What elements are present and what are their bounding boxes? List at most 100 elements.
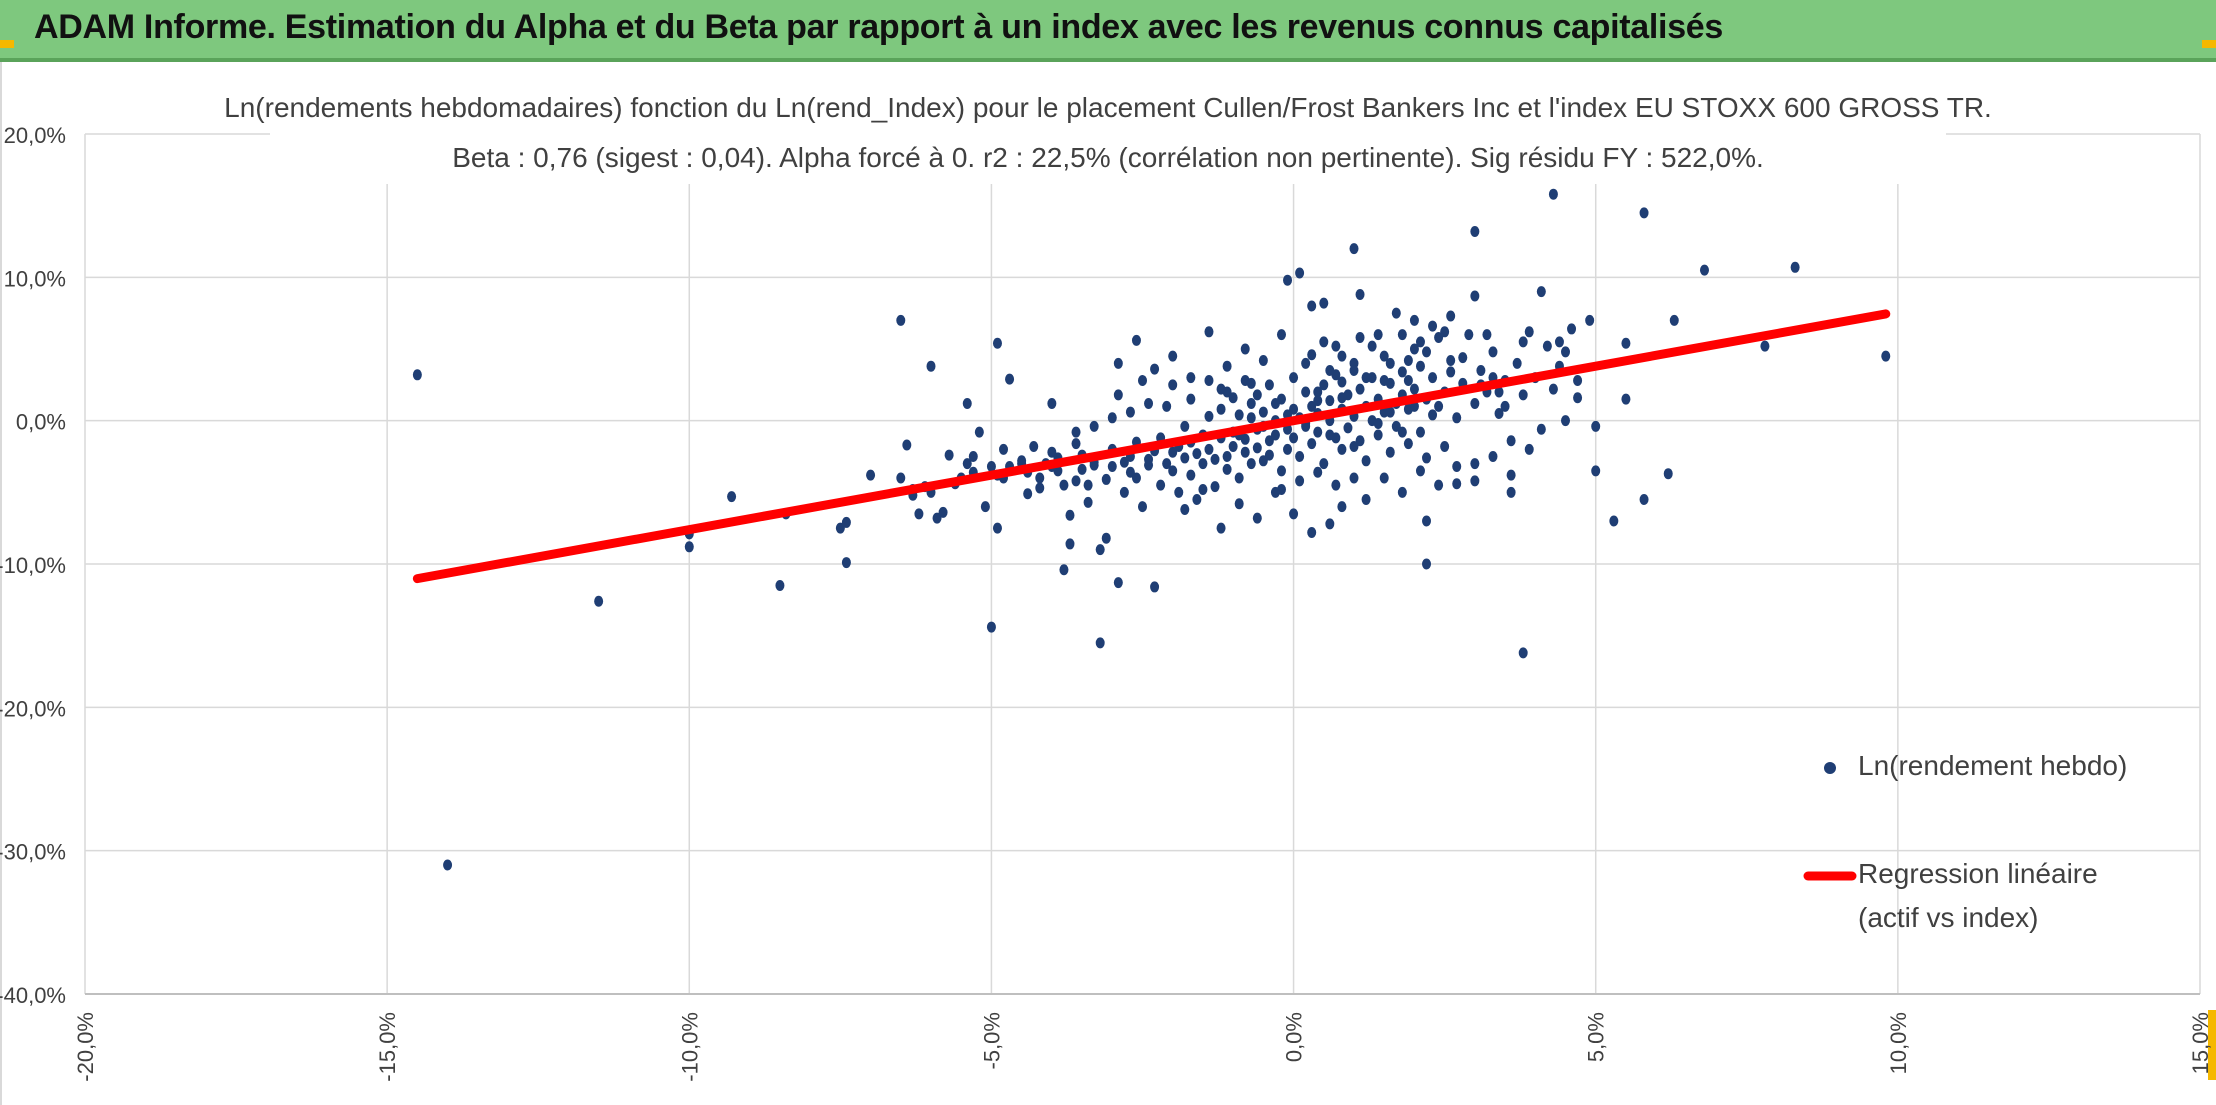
data-point — [1561, 415, 1570, 427]
data-point — [1482, 329, 1492, 341]
page-title: ADAM Informe. Estimation du Alpha et du … — [34, 8, 1724, 46]
data-point — [1289, 432, 1299, 444]
data-point — [1470, 290, 1480, 302]
data-point — [992, 522, 1002, 534]
data-point — [1428, 409, 1438, 421]
data-point — [1440, 440, 1450, 452]
data-point — [1307, 526, 1317, 538]
data-point — [1409, 383, 1419, 395]
data-point — [1186, 393, 1196, 405]
data-point — [1319, 379, 1329, 391]
data-point — [1337, 392, 1347, 404]
data-point — [1264, 379, 1274, 391]
data-point — [1609, 515, 1619, 527]
data-point — [1500, 400, 1510, 412]
data-point — [1446, 354, 1456, 366]
data-point — [1295, 267, 1305, 279]
data-point — [1391, 307, 1401, 319]
data-point — [1518, 647, 1528, 659]
data-point — [1192, 448, 1202, 460]
data-point — [1222, 360, 1232, 372]
x-tick-label: 10,0% — [1886, 1012, 1911, 1074]
data-point — [1434, 400, 1444, 412]
data-point — [1536, 423, 1546, 435]
data-point — [841, 557, 851, 569]
data-point — [1252, 512, 1262, 524]
data-point — [1446, 366, 1456, 378]
data-point — [1422, 515, 1432, 527]
data-point — [1403, 354, 1413, 366]
data-point — [1131, 334, 1141, 346]
data-point — [1168, 350, 1178, 362]
data-point — [1246, 412, 1256, 424]
data-point — [1415, 465, 1425, 477]
data-point — [992, 337, 1002, 349]
data-point — [1518, 336, 1528, 348]
data-point — [1089, 459, 1099, 471]
data-point — [926, 360, 936, 372]
data-point — [1639, 494, 1649, 505]
data-point — [1313, 395, 1323, 407]
data-point — [1083, 479, 1093, 491]
data-point — [1458, 352, 1468, 364]
data-point — [974, 426, 984, 438]
data-point — [1144, 459, 1154, 471]
data-point — [1156, 479, 1166, 491]
data-point — [1222, 386, 1232, 398]
data-point — [1101, 473, 1111, 485]
y-tick-label: -10,0% — [0, 553, 66, 578]
data-point — [1216, 522, 1226, 534]
data-point — [1554, 336, 1564, 348]
data-point — [1065, 509, 1075, 521]
data-point — [1240, 446, 1250, 458]
data-point — [1391, 420, 1401, 432]
data-point — [1246, 397, 1256, 409]
data-point — [1089, 420, 1099, 432]
data-point — [1138, 375, 1147, 387]
data-point — [1379, 350, 1389, 362]
data-point — [1415, 360, 1425, 372]
data-point — [1276, 329, 1286, 341]
x-tick-label: -20,0% — [73, 1012, 98, 1082]
data-point — [1337, 501, 1347, 513]
data-point — [1573, 375, 1583, 387]
data-point — [1289, 403, 1299, 415]
data-point — [1258, 455, 1268, 467]
data-point — [1621, 393, 1631, 405]
data-point — [1113, 389, 1123, 401]
data-point — [1355, 435, 1365, 447]
data-point — [914, 508, 924, 520]
data-point — [1131, 472, 1141, 484]
data-point — [1397, 329, 1407, 341]
data-point — [1536, 286, 1546, 298]
data-point — [1216, 403, 1226, 415]
data-point — [1276, 483, 1286, 495]
data-point — [1095, 544, 1105, 556]
data-point — [1047, 446, 1057, 458]
data-point — [1101, 532, 1111, 544]
data-point — [866, 469, 876, 481]
data-point — [1403, 375, 1413, 387]
data-point — [1385, 446, 1395, 458]
data-point — [1307, 349, 1317, 361]
data-point — [1464, 329, 1474, 341]
data-point — [1415, 336, 1425, 348]
data-point — [1289, 508, 1299, 520]
data-point — [1186, 372, 1196, 384]
data-point — [1319, 458, 1329, 470]
data-point — [962, 458, 972, 470]
data-point — [1319, 336, 1329, 348]
data-point — [1264, 435, 1274, 447]
data-point — [1301, 357, 1311, 369]
data-point — [1270, 397, 1280, 409]
data-point — [1567, 323, 1577, 335]
data-point — [1047, 397, 1057, 409]
data-point — [1591, 420, 1601, 432]
data-point — [1349, 472, 1359, 484]
x-tick-label: -10,0% — [677, 1012, 702, 1082]
data-point — [1373, 429, 1383, 441]
data-point — [1313, 426, 1323, 438]
data-point — [1524, 326, 1534, 338]
data-point — [1083, 496, 1093, 508]
y-tick-labels: 20,0% 10,0% 0,0% -10,0% -20,0% -30,0% -40,0% — [0, 123, 66, 1008]
